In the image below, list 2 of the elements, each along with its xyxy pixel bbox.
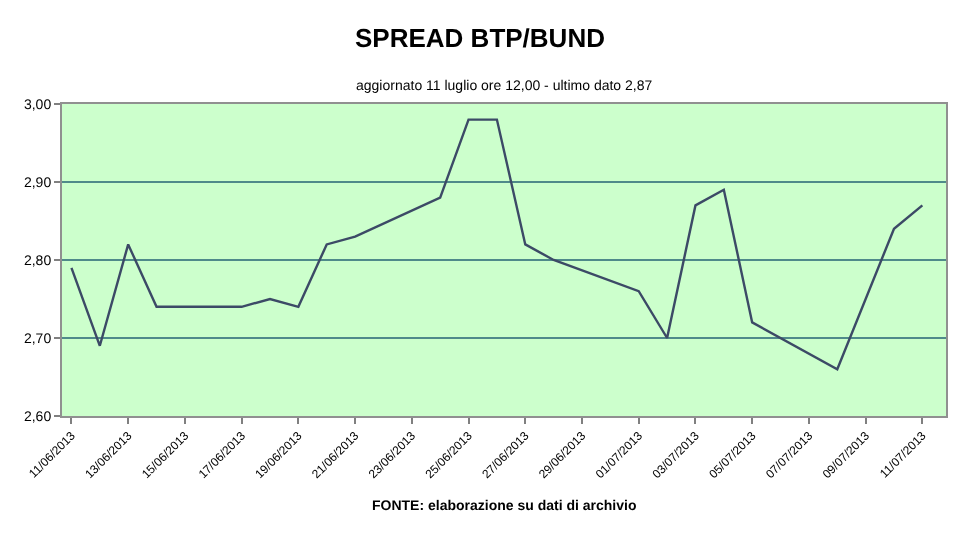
line-series [70, 118, 924, 371]
chart-title: SPREAD BTP/BUND [355, 22, 605, 53]
